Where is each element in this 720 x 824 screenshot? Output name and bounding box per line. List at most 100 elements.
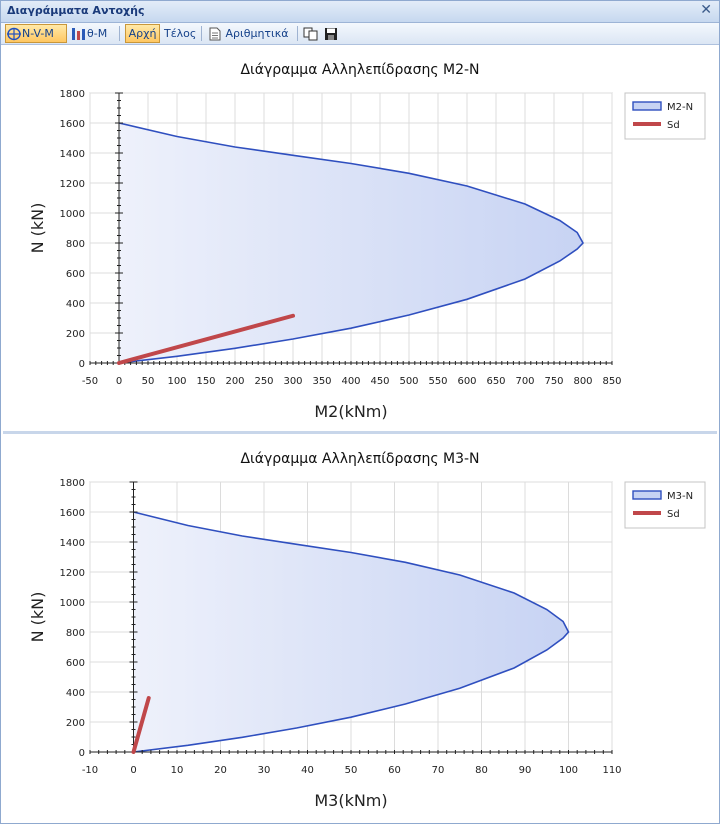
chart1-x-tick-label: -50 xyxy=(82,376,98,387)
chart2-y-tick-label: 1000 xyxy=(60,598,85,609)
chart1-y-tick-label: 1200 xyxy=(60,179,85,190)
chart2-legend-envelope-label: M3-N xyxy=(667,491,693,502)
chart1-y-tick-label: 1800 xyxy=(60,89,85,100)
save-button[interactable] xyxy=(324,24,342,43)
chart2-x-tick-label: 50 xyxy=(345,765,358,776)
toolbar-separator xyxy=(297,26,298,41)
window-title: Διαγράμματα Αντοχής xyxy=(7,4,145,17)
chart2-x-tick-label: 60 xyxy=(388,765,401,776)
m2-n-chart: Διάγραμμα Αλληλεπίδρασης M2-N -50 0 50 100 15… xyxy=(28,62,706,421)
chart1-x-tick-label: 750 xyxy=(544,376,563,387)
chart1-y-tick-label: 1600 xyxy=(60,119,85,130)
chart1-x-tick-label: 350 xyxy=(312,376,331,387)
chart1-x-tick-label: 50 xyxy=(142,376,155,387)
close-icon[interactable]: ✕ xyxy=(700,2,712,18)
chart1-x-tick-label: 100 xyxy=(167,376,186,387)
chart2-x-tick-label: 0 xyxy=(130,765,136,776)
chart1-y-tick-label: 200 xyxy=(66,329,85,340)
title-bar: Διαγράμματα Αντοχής ✕ xyxy=(1,1,719,23)
chart2-y-tick-label: 400 xyxy=(66,688,85,699)
chart2-envelope-area xyxy=(133,512,569,752)
nvm-button[interactable]: N-V-M xyxy=(5,24,67,43)
chart2-x-tick-label: 80 xyxy=(475,765,488,776)
chart1-title: Διάγραμμα Αλληλεπίδρασης M2-N xyxy=(240,62,479,78)
chart1-x-tick-label: 400 xyxy=(341,376,360,387)
chart2-y-axis-label: N (kN) xyxy=(28,592,47,643)
document-icon xyxy=(209,27,221,41)
chart1-envelope-curve xyxy=(118,122,584,364)
chart1-legend-envelope-swatch xyxy=(632,101,662,111)
m3-n-chart: Διάγραμμα Αλληλεπίδρασης M3-N -10 0 10 20 30 4… xyxy=(28,451,706,810)
end-label: Τέλος xyxy=(164,27,197,40)
copy-button[interactable] xyxy=(303,24,321,43)
chart1-x-axis-label: M2(kNm) xyxy=(314,402,387,421)
toolbar-separator xyxy=(201,26,202,41)
chart1-y-tick-label: 1000 xyxy=(60,209,85,220)
m2-chart-panel: Διάγραμμα Αλληλεπίδρασης M2-N -50 0 50 100 15… xyxy=(3,45,717,431)
chart1-x-tick-label: 550 xyxy=(428,376,447,387)
chart1-legend xyxy=(624,92,706,140)
chart1-x-tick-label: 850 xyxy=(602,376,621,387)
chart1-x-tick-label: 250 xyxy=(254,376,273,387)
chart1-x-tick-label: 500 xyxy=(399,376,418,387)
chart2-y-tick-label: 1600 xyxy=(60,508,85,519)
chart1-y-tick-label: 600 xyxy=(66,269,85,280)
chart2-x-tick-label: 10 xyxy=(171,765,184,776)
chart1-y-tick-label: 400 xyxy=(66,299,85,310)
chart1-y-tick-label: 0 xyxy=(79,359,85,370)
nvm-label: N-V-M xyxy=(22,27,54,40)
theta-m-label: θ-M xyxy=(87,27,108,40)
chart1-x-tick-label: 200 xyxy=(225,376,244,387)
chart1-y-axis-label: N (kN) xyxy=(28,203,47,254)
end-button[interactable]: Τέλος xyxy=(164,24,198,43)
chart2-x-tick-label: -10 xyxy=(82,765,98,776)
chart1-y-tick-label: 800 xyxy=(66,239,85,250)
chart1-x-tick-label: 800 xyxy=(573,376,592,387)
chart2-legend-sd-label: Sd xyxy=(667,509,680,520)
chart-divider xyxy=(3,431,717,434)
chart1-x-tick-label: 450 xyxy=(370,376,389,387)
chart1-envelope-area xyxy=(119,123,583,363)
chart2-legend xyxy=(624,481,706,529)
chart2-y-tick-label: 1800 xyxy=(60,478,85,489)
chart2-x-tick-label: 20 xyxy=(214,765,227,776)
chart2-x-tick-label: 30 xyxy=(258,765,271,776)
chart2-x-tick-label: 110 xyxy=(602,765,621,776)
chart1-x-tick-label: 600 xyxy=(457,376,476,387)
start-button[interactable]: Αρχή xyxy=(125,24,160,43)
chart2-y-tick-label: 1200 xyxy=(60,568,85,579)
chart2-y-tick-label: 800 xyxy=(66,628,85,639)
chart2-y-tick-label: 1400 xyxy=(60,538,85,549)
toolbar-separator xyxy=(119,26,120,41)
chart2-x-tick-label: 70 xyxy=(432,765,445,776)
chart2-x-tick-label: 100 xyxy=(559,765,578,776)
m3-chart-panel: Διάγραμμα Αλληλεπίδρασης M3-N -10 0 10 20 30 4… xyxy=(3,434,717,820)
chart1-legend-envelope-label: M2-N xyxy=(667,102,693,113)
save-icon xyxy=(325,28,337,40)
start-label: Αρχή xyxy=(128,27,157,40)
chart2-x-tick-label: 90 xyxy=(519,765,532,776)
chart1-x-tick-label: 300 xyxy=(283,376,302,387)
chart1-legend-sd-label: Sd xyxy=(667,120,680,131)
chart1-x-tick-label: 650 xyxy=(486,376,505,387)
chart2-y-tick-label: 0 xyxy=(79,748,85,759)
chart2-sd-line xyxy=(131,696,151,754)
crosshair-icon xyxy=(7,27,21,41)
toolbar: N-V-M θ-M Αρχή Τέλος Αριθμητικά xyxy=(1,23,719,45)
copy-icon xyxy=(303,27,318,41)
chart2-legend-envelope-swatch xyxy=(632,490,662,500)
chart2-y-tick-label: 600 xyxy=(66,658,85,669)
chart2-envelope-curve xyxy=(133,511,570,753)
chart1-sd-line xyxy=(117,313,295,365)
chart1-y-tick-label: 1400 xyxy=(60,149,85,160)
theta-m-button[interactable]: θ-M xyxy=(71,24,115,43)
numeric-label: Αριθμητικά xyxy=(225,27,289,40)
numeric-button[interactable]: Αριθμητικά xyxy=(208,24,294,43)
chart2-y-tick-label: 200 xyxy=(66,718,85,729)
chart2-title: Διάγραμμα Αλληλεπίδρασης M3-N xyxy=(240,451,479,467)
chart2-x-tick-label: 40 xyxy=(301,765,314,776)
chart1-x-tick-label: 700 xyxy=(515,376,534,387)
chart1-x-tick-label: 150 xyxy=(196,376,215,387)
chart2-x-axis-label: M3(kNm) xyxy=(314,791,387,810)
